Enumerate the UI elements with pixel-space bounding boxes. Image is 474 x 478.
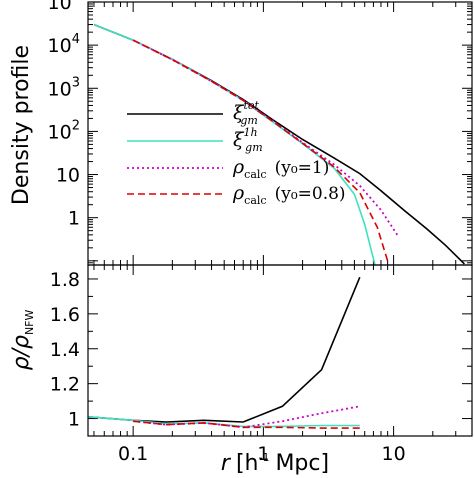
y-tick-label: 1.2 [50,374,80,396]
legend-label-3: ρcalc (y₀=0.8) [232,182,346,207]
plot-frame [87,1,473,266]
series-line-0 [93,23,465,265]
y-tick-label: 10 [56,165,80,187]
y-tick-label: 105 [48,0,80,14]
x-tick-label: 10 [382,443,406,465]
y-tick-label: 104 [48,32,80,57]
y-tick-label: 1.4 [50,339,80,361]
x-axis-label: r [h-1 Mpc] [221,451,329,476]
legend-label-2: ρcalc (y₀=1) [232,156,329,181]
series-line-3 [132,39,389,262]
plot-frame [87,264,473,437]
y-tick-label: 1 [68,208,80,230]
top-y-axis-label: Density profile [9,45,34,205]
legend-label-0: ξtot gm [233,99,260,127]
x-tick-label: 1 [257,443,269,465]
series-line-1 [93,23,376,265]
top-panel: 105104103102101ξtotgmξ1hgmρcalc(y₀=1)ρca… [48,0,473,266]
y-tick-label: 103 [48,75,80,100]
bottom-y-axis-label: ρ/ρNFW [9,309,36,370]
y-tick-label: 1.8 [50,269,80,291]
bottom-panel: 1 1.2 1.4 1.6 1.8 0.1 1 10 [50,264,473,465]
legend-label-1: ξ1h gm [233,126,263,154]
x-tick-label: 0.1 [118,443,148,465]
series-line-0 [88,276,361,423]
series-line-3 [133,420,360,429]
y-tick-label: 1.6 [50,304,80,326]
y-tick-label: 1 [68,409,80,431]
y-tick-label: 102 [48,118,80,143]
